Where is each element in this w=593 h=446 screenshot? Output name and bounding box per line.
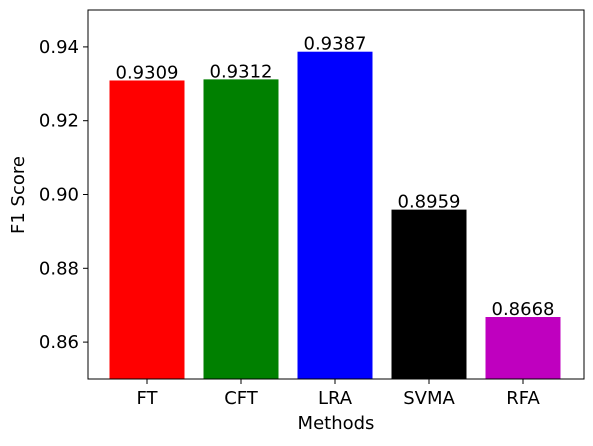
plot-frame (87, 9, 585, 380)
y-tick-label: 0.90 (39, 185, 79, 206)
x-tick-label-rfa: RFA (506, 388, 540, 409)
y-tick-label: 0.94 (39, 37, 79, 58)
bars-layer: 0.9309 0.9312 0.9387 0.8959 0.8668 (109, 34, 561, 380)
x-tick-label-cft: CFT (224, 388, 259, 409)
value-label-ft: 0.9309 (116, 62, 179, 83)
bar-lra (297, 51, 373, 380)
bar-ft (109, 80, 185, 379)
y-tick-label: 0.92 (39, 111, 79, 132)
bar-cft (203, 79, 279, 379)
bar-rfa (485, 317, 561, 379)
x-tick-label-svma: SVMA (403, 388, 455, 409)
bar-svma (391, 209, 467, 379)
value-label-cft: 0.9312 (210, 61, 273, 82)
x-axis-label: Methods (298, 413, 375, 434)
ticks-layer: FT CFT LRA SVMA RFA 0.86 0.88 0.90 0.92 0.94 (39, 37, 541, 409)
y-axis-label: F1 Score (8, 156, 29, 234)
value-label-svma: 0.8959 (398, 192, 461, 213)
y-tick-label: 0.88 (39, 258, 79, 279)
value-label-lra: 0.9387 (304, 34, 367, 55)
x-tick-label-lra: LRA (318, 388, 353, 409)
y-tick-label: 0.86 (39, 332, 79, 353)
value-label-rfa: 0.8668 (492, 299, 555, 320)
x-tick-label-ft: FT (136, 388, 158, 409)
